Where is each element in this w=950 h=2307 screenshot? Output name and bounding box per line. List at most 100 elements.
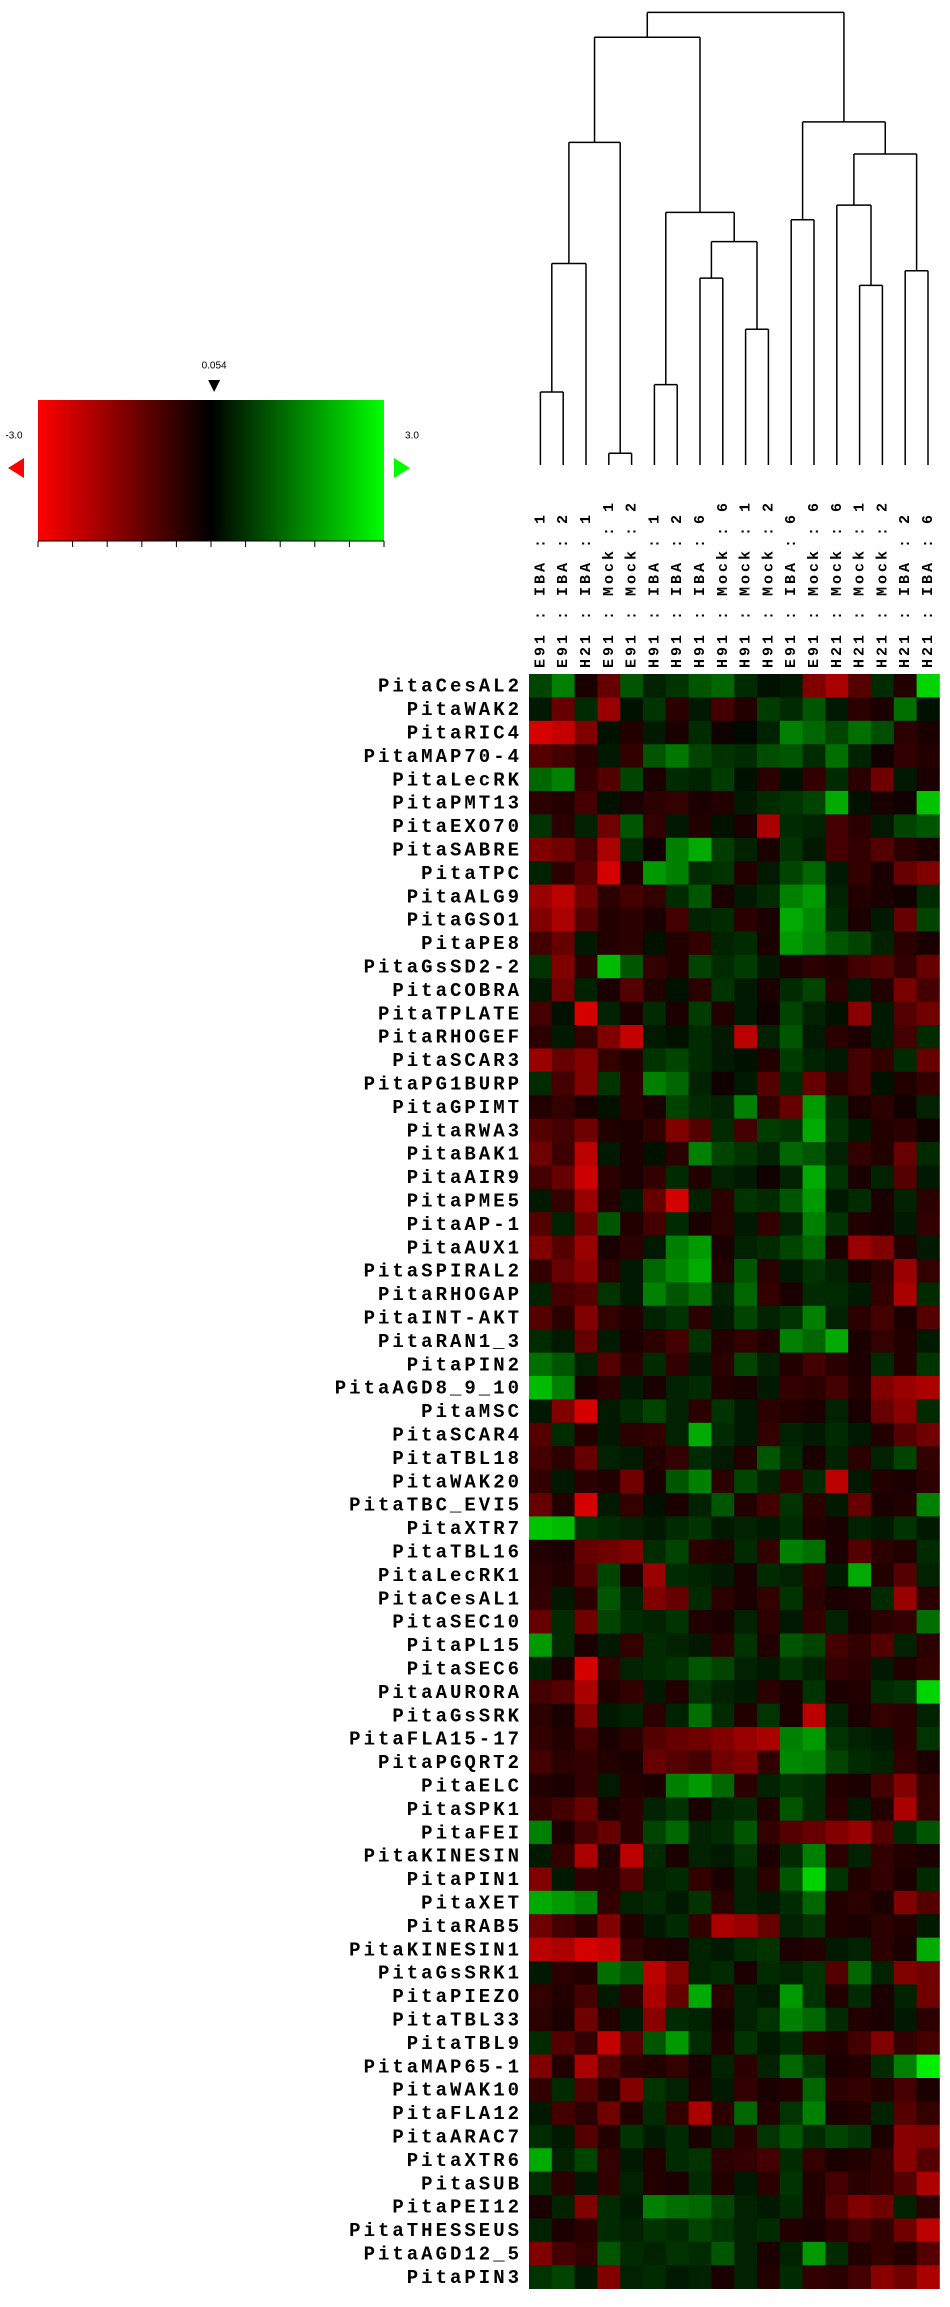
heatmap-cell bbox=[688, 1352, 712, 1377]
heatmap-cell bbox=[916, 1025, 940, 1049]
heatmap-cell bbox=[893, 1937, 917, 1962]
heatmap-cell bbox=[529, 1961, 553, 1985]
heatmap-cell bbox=[620, 1142, 644, 1166]
heatmap-cell bbox=[893, 1048, 917, 1073]
heatmap-cell bbox=[597, 1844, 621, 1868]
heatmap-cell bbox=[916, 1773, 940, 1798]
row-label: PitaKINESIN1 bbox=[349, 1939, 522, 1961]
heatmap-cell bbox=[848, 1376, 872, 1400]
row-label: PitaMSC bbox=[421, 1401, 522, 1423]
heatmap-cell bbox=[597, 1048, 621, 1073]
heatmap-cell bbox=[848, 978, 872, 1002]
row-label: PitaCesAL2 bbox=[378, 676, 522, 698]
heatmap-cell bbox=[665, 931, 689, 956]
heatmap-cell bbox=[779, 1656, 803, 1681]
heatmap-cell bbox=[916, 1656, 940, 1681]
heatmap-cell bbox=[802, 1282, 826, 1307]
heatmap-cell bbox=[871, 837, 895, 862]
heatmap-cell bbox=[757, 674, 781, 698]
heatmap-cell bbox=[620, 1329, 644, 1353]
heatmap-cell bbox=[711, 1071, 735, 1096]
heatmap-cell bbox=[825, 1844, 849, 1868]
heatmap-cell bbox=[551, 1890, 575, 1915]
heatmap-cell bbox=[665, 1212, 689, 1236]
heatmap-cell bbox=[848, 2124, 872, 2149]
heatmap-cell bbox=[825, 1539, 849, 1564]
high-arrow bbox=[394, 458, 410, 478]
column-label: E91 : IBA : 6 bbox=[783, 512, 800, 668]
heatmap-cell bbox=[734, 861, 758, 885]
heatmap-cell bbox=[574, 1563, 598, 1587]
heatmap-cell bbox=[597, 1680, 621, 1704]
heatmap-cell bbox=[620, 954, 644, 979]
heatmap-cell bbox=[551, 1493, 575, 1517]
heatmap-cell bbox=[711, 931, 735, 956]
heatmap-cell bbox=[574, 1727, 598, 1751]
heatmap-cell bbox=[871, 720, 895, 745]
heatmap-cell bbox=[825, 1048, 849, 1073]
row-label: PitaGsSRK1 bbox=[378, 1963, 522, 1985]
heatmap-cell bbox=[688, 1165, 712, 1190]
heatmap-cell bbox=[916, 2195, 940, 2219]
heatmap-cell bbox=[871, 1750, 895, 1775]
heatmap-cell bbox=[734, 1493, 758, 1517]
heatmap-cell bbox=[711, 1633, 735, 1658]
heatmap-cell bbox=[620, 2078, 644, 2102]
heatmap-cell bbox=[802, 978, 826, 1002]
heatmap-cell bbox=[734, 2218, 758, 2243]
heatmap-cell bbox=[597, 1025, 621, 1049]
heatmap-cell bbox=[734, 744, 758, 768]
heatmap-cell bbox=[916, 1563, 940, 1587]
heatmap-cell bbox=[688, 2078, 712, 2102]
scale-marker-label: 0.054 bbox=[202, 361, 227, 372]
heatmap-cell bbox=[779, 2265, 803, 2289]
heatmap-cell bbox=[825, 720, 849, 745]
heatmap-cell bbox=[779, 2078, 803, 2102]
row-label: PitaAIR9 bbox=[407, 1167, 522, 1189]
heatmap-cell bbox=[893, 1165, 917, 1190]
heatmap-cell bbox=[574, 837, 598, 862]
heatmap-cell bbox=[871, 1118, 895, 1143]
heatmap-cell bbox=[688, 767, 712, 792]
heatmap-cell bbox=[825, 814, 849, 839]
heatmap-cell bbox=[529, 931, 553, 956]
heatmap-cell bbox=[574, 1633, 598, 1658]
heatmap-cell bbox=[825, 1773, 849, 1798]
heatmap-cell bbox=[848, 1048, 872, 1073]
heatmap-cell bbox=[848, 1633, 872, 1658]
row-label: PitaLecRK bbox=[392, 769, 522, 791]
heatmap-cell bbox=[871, 1773, 895, 1798]
heatmap-cell bbox=[916, 1797, 940, 1821]
heatmap-cell bbox=[574, 1703, 598, 1728]
heatmap-cell bbox=[825, 1025, 849, 1049]
heatmap-cell bbox=[825, 1867, 849, 1892]
heatmap-cell bbox=[551, 1539, 575, 1564]
heatmap-cell bbox=[665, 1422, 689, 1447]
row-label: PitaWAK2 bbox=[407, 699, 522, 721]
heatmap-cell bbox=[825, 908, 849, 932]
heatmap-cell bbox=[574, 1937, 598, 1962]
column-label: H21 : Mock : 6 bbox=[829, 500, 846, 668]
heatmap-cell bbox=[711, 2101, 735, 2126]
heatmap-cell bbox=[551, 2195, 575, 2219]
heatmap-cell bbox=[665, 1188, 689, 1213]
heatmap-cell bbox=[779, 1352, 803, 1377]
heatmap-cell bbox=[893, 1259, 917, 1283]
heatmap-cell bbox=[620, 2148, 644, 2172]
heatmap-cell bbox=[848, 1446, 872, 1470]
heatmap-cell bbox=[871, 1212, 895, 1236]
heatmap-cell bbox=[551, 2148, 575, 2172]
heatmap-cell bbox=[779, 720, 803, 745]
heatmap-cell bbox=[643, 1001, 667, 1026]
heatmap-cell bbox=[665, 1282, 689, 1307]
heatmap-cell bbox=[529, 767, 553, 792]
heatmap-cell bbox=[643, 1048, 667, 1073]
heatmap-cell bbox=[871, 1493, 895, 1517]
heatmap-cell bbox=[916, 1516, 940, 1541]
heatmap-cell bbox=[848, 931, 872, 956]
heatmap-cell bbox=[643, 1212, 667, 1236]
heatmap-cell bbox=[734, 1118, 758, 1143]
heatmap-cell bbox=[551, 1118, 575, 1143]
heatmap-cell bbox=[916, 1048, 940, 1073]
heatmap-cell bbox=[871, 861, 895, 885]
